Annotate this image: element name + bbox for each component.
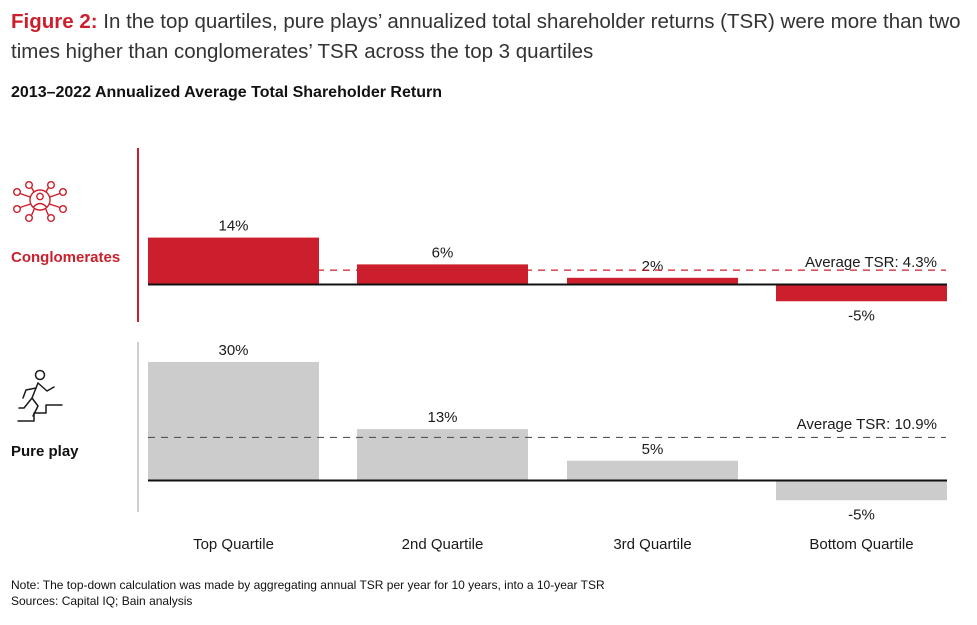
running-person-stairs-icon <box>17 369 63 422</box>
network-people-icon <box>13 181 68 223</box>
conglomerates-data-label-top-quartile: 14% <box>218 218 248 235</box>
category-label-top-quartile: Top Quartile <box>193 536 274 553</box>
pure-play-bar-3rd-quartile <box>567 460 738 481</box>
category-label-2nd-quartile: 2nd Quartile <box>402 536 484 553</box>
footnote-note: Note: The top-down calculation was made … <box>11 578 605 592</box>
pure-play-data-label-top-quartile: 30% <box>218 342 248 359</box>
category-label-bottom-quartile: Bottom Quartile <box>809 536 913 553</box>
conglomerates-bar-3rd-quartile <box>567 277 738 285</box>
pure-play-average-label: Average TSR: 10.9% <box>797 416 937 433</box>
figure-title: Figure 2: In the top quartiles, pure pla… <box>11 7 966 67</box>
conglomerates-bar-2nd-quartile <box>357 264 528 285</box>
figure-title-text: In the top quartiles, pure plays’ annual… <box>11 10 961 63</box>
conglomerates-data-label-3rd-quartile: 2% <box>642 258 664 275</box>
footnote-sources: Sources: Capital IQ; Bain analysis <box>11 594 193 608</box>
group-label-conglomerates: Conglomerates <box>11 249 121 266</box>
pure-play-bar-bottom-quartile <box>776 480 947 501</box>
category-label-3rd-quartile: 3rd Quartile <box>613 536 691 553</box>
conglomerates-data-label-bottom-quartile: -5% <box>848 307 875 324</box>
pure-play-bar-top-quartile <box>148 362 319 481</box>
conglomerates-average-label: Average TSR: 4.3% <box>805 254 937 271</box>
conglomerates-bar-top-quartile <box>148 237 319 285</box>
chart-subtitle: 2013–2022 Annualized Average Total Share… <box>11 84 442 101</box>
pure-play-data-label-bottom-quartile: -5% <box>848 506 875 523</box>
conglomerates-bar-bottom-quartile <box>776 284 947 302</box>
group-label-pure-play: Pure play <box>11 443 79 460</box>
pure-play-data-label-2nd-quartile: 13% <box>427 409 457 426</box>
conglomerates-data-label-2nd-quartile: 6% <box>432 244 454 261</box>
pure-play-data-label-3rd-quartile: 5% <box>642 441 664 458</box>
figure-label: Figure 2: <box>11 10 98 33</box>
